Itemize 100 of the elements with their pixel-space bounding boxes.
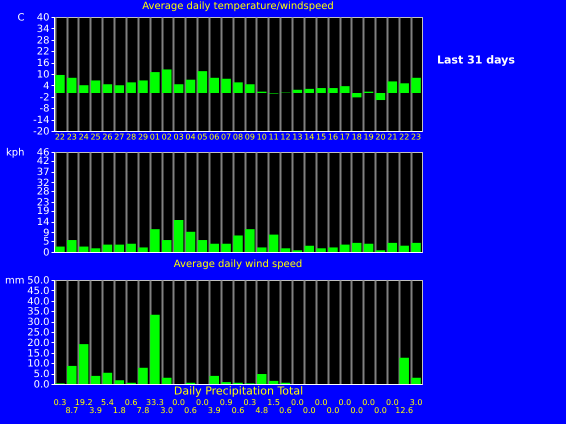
bar — [411, 78, 421, 93]
x-tick-label: 15 — [316, 132, 326, 142]
x-tick-label: 22 — [54, 132, 66, 142]
data-label: 4.8 — [255, 406, 268, 415]
y-tick-label: 14 — [36, 217, 50, 228]
bar — [411, 378, 421, 384]
data-label: 0.0 — [314, 398, 328, 407]
bar — [55, 74, 65, 93]
x-tick-label: 06 — [209, 132, 220, 142]
bar — [304, 246, 314, 252]
data-label: 0.6 — [279, 406, 292, 415]
data-label: 0.6 — [184, 406, 197, 415]
x-tick-label: 13 — [292, 132, 302, 142]
x-tick-label: 17 — [340, 132, 350, 142]
x-tick-label: 26 — [102, 132, 113, 142]
data-label: 0.0 — [338, 398, 352, 407]
x-tick-label: 02 — [162, 132, 172, 142]
bar — [78, 85, 88, 93]
data-label: 19.2 — [74, 398, 93, 407]
bar — [268, 234, 278, 252]
x-tick-label: 08 — [232, 132, 244, 142]
text: Last 31 days — [437, 53, 516, 66]
y-tick-label: 42 — [36, 156, 50, 168]
bar — [162, 378, 172, 384]
bar — [399, 246, 409, 252]
bar — [174, 84, 184, 93]
bar — [292, 90, 302, 93]
data-label: 7.8 — [136, 406, 150, 415]
bar — [78, 344, 88, 384]
bar — [138, 247, 148, 252]
bar — [186, 232, 196, 252]
y-tick-label: -2 — [40, 92, 50, 104]
bar — [399, 358, 409, 384]
data-label: 0.3 — [54, 398, 66, 407]
data-label: 1.5 — [267, 398, 280, 407]
x-tick-label: 11 — [268, 132, 279, 142]
data-label: 8.7 — [65, 406, 78, 415]
bar — [126, 82, 136, 93]
bar — [364, 244, 374, 252]
bar — [340, 86, 350, 93]
y-tick-label: 25.0 — [27, 328, 50, 338]
data-label: 0.0 — [290, 398, 304, 407]
x-tick-label: 27 — [114, 132, 124, 142]
y-tick-label: 34 — [36, 24, 50, 35]
data-label: 0.0 — [350, 406, 364, 415]
data-label: 3.9 — [208, 406, 221, 415]
bar — [67, 78, 77, 93]
data-label: 0.0 — [326, 406, 340, 415]
data-label: 0.0 — [302, 406, 316, 415]
data-label: 3.9 — [89, 406, 102, 415]
bar — [198, 71, 208, 93]
y-tick-label: 5 — [43, 236, 50, 248]
y-tick-label: 0 — [43, 248, 50, 258]
x-tick-label: 07 — [221, 132, 232, 142]
x-tick-label: 05 — [197, 132, 208, 142]
data-label: 33.3 — [146, 398, 164, 407]
x-tick-label: 16 — [328, 132, 338, 142]
y-tick-label: 16 — [36, 58, 50, 70]
bar — [245, 229, 255, 252]
bar — [280, 248, 290, 252]
data-label: 0.3 — [244, 398, 256, 407]
bar — [233, 82, 243, 93]
bar — [138, 80, 148, 93]
bar — [210, 244, 220, 252]
x-tick-label: 21 — [387, 132, 398, 142]
y-tick-label: 10 — [36, 70, 50, 80]
y-tick-label: 5.0 — [34, 369, 50, 380]
bar — [221, 78, 231, 93]
x-tick-label: 24 — [78, 132, 89, 142]
data-label: 0.0 — [374, 406, 387, 415]
y-tick-label: 35.0 — [27, 306, 50, 318]
bar — [376, 93, 386, 100]
bar — [162, 240, 172, 252]
bar — [78, 246, 88, 252]
data-label: 0.0 — [172, 398, 186, 407]
bar — [114, 380, 124, 384]
bar — [67, 240, 77, 252]
x-tick-label: 14 — [304, 132, 314, 142]
y-tick-label: -8 — [40, 104, 50, 115]
data-label: 3.0 — [410, 398, 422, 407]
bar — [102, 244, 112, 252]
chart-title: Average daily temperature/windspeed — [142, 1, 334, 12]
data-label: 12.6 — [395, 406, 414, 415]
bar — [210, 78, 220, 93]
y-tick-label: 30.0 — [27, 317, 50, 328]
x-tick-label: 23 — [410, 132, 422, 142]
x-tick-label: 10 — [256, 132, 267, 142]
bar — [150, 72, 160, 93]
bar — [388, 81, 398, 93]
bar — [174, 220, 184, 252]
bar — [150, 229, 160, 252]
bar — [210, 376, 220, 384]
bar — [90, 80, 100, 93]
x-tick-label: 22 — [399, 132, 410, 142]
bar — [186, 80, 196, 93]
bar — [102, 84, 112, 93]
bar — [304, 88, 314, 93]
bar — [411, 242, 421, 252]
y-tick-label: -14 — [33, 115, 50, 126]
bar — [90, 376, 100, 384]
